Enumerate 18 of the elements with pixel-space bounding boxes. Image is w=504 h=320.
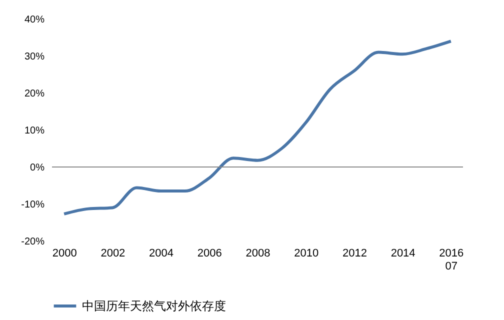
x-tick-label: 2000 (52, 248, 77, 260)
x-tick-label: 2016 07 (439, 248, 464, 272)
x-tick-label: 2004 (149, 248, 174, 260)
y-tick-label: 10% (24, 126, 45, 136)
x-tick-label: 2014 (390, 248, 416, 260)
x-tick-label: 2008 (246, 248, 270, 260)
x-tick-label: 2006 (197, 248, 222, 260)
y-tick-label: -20% (21, 236, 45, 248)
legend-label: 中国历年天然气对外依存度 (82, 299, 226, 313)
y-tick-label: -10% (21, 200, 45, 210)
y-tick-label: 30% (24, 52, 45, 62)
y-tick-label: 20% (24, 88, 45, 100)
y-tick-label: 40% (24, 14, 45, 26)
x-tick-label: 2010 (294, 248, 319, 260)
x-tick-label: 2012 (342, 248, 367, 260)
y-tick-label: 0% (30, 162, 45, 174)
line-series (62, 40, 452, 216)
x-tick-label: 2002 (100, 248, 126, 260)
